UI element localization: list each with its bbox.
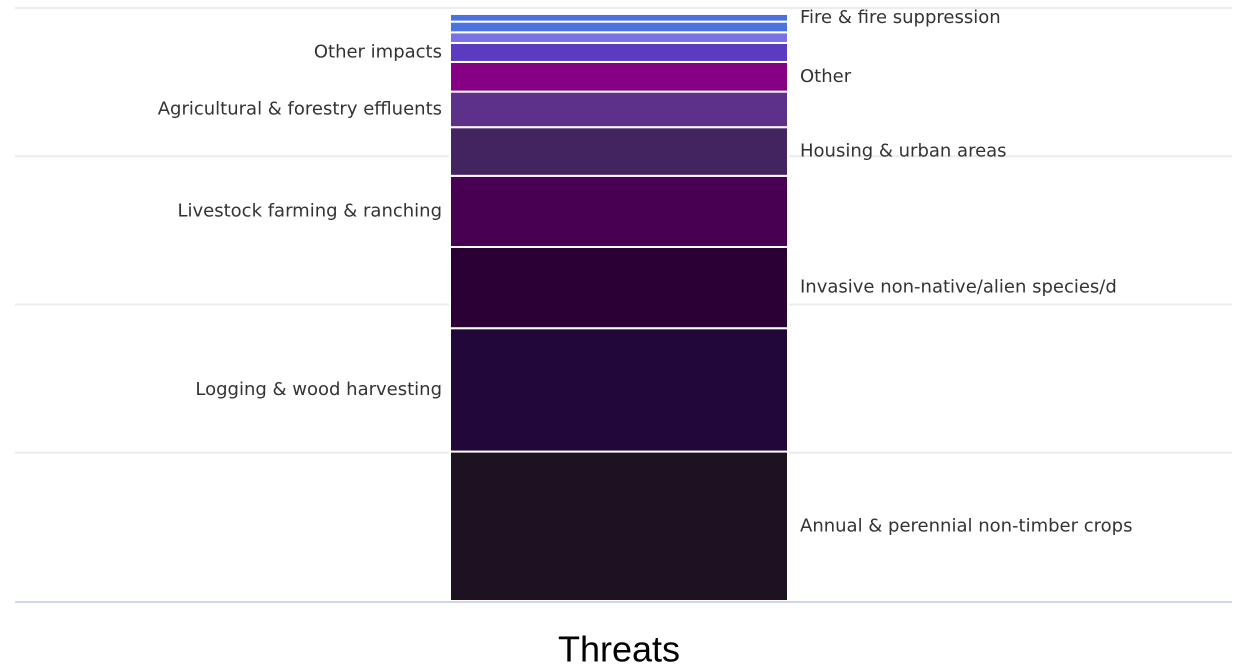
segment-label-3: Invasive non-native/alien species/d [800, 277, 1117, 298]
segment-label-1: Annual & perennial non-timber crops [800, 515, 1132, 536]
bar-segment-11 [449, 12, 789, 23]
segment-label-4: Livestock farming & ranching [177, 200, 442, 221]
bar-segment-9 [449, 31, 789, 44]
segment-labels: Annual & perennial non-timber crops Loggi… [158, 7, 1133, 536]
bar-segment-3 [449, 245, 789, 330]
bar-segment-8 [449, 41, 789, 63]
category-label: Threats [558, 629, 680, 666]
bar-segment-1 [449, 450, 789, 602]
segment-label-8: Other impacts [314, 41, 442, 62]
bar-segment-6 [449, 90, 789, 129]
bar-segment-10 [449, 20, 789, 34]
segment-label-2: Logging & wood harvesting [195, 379, 442, 400]
segment-label-5: Housing & urban areas [800, 141, 1007, 162]
bar-segment-5 [449, 126, 789, 177]
segment-label-7: Other [800, 66, 852, 87]
threats-stacked-bar [449, 12, 789, 602]
bar-segment-7 [449, 60, 789, 93]
bar-segment-4 [449, 174, 789, 248]
segment-label-11: Fire & fire suppression [800, 7, 1001, 28]
bar-segment-2 [449, 327, 789, 453]
segment-label-6: Agricultural & forestry effluents [158, 98, 442, 119]
